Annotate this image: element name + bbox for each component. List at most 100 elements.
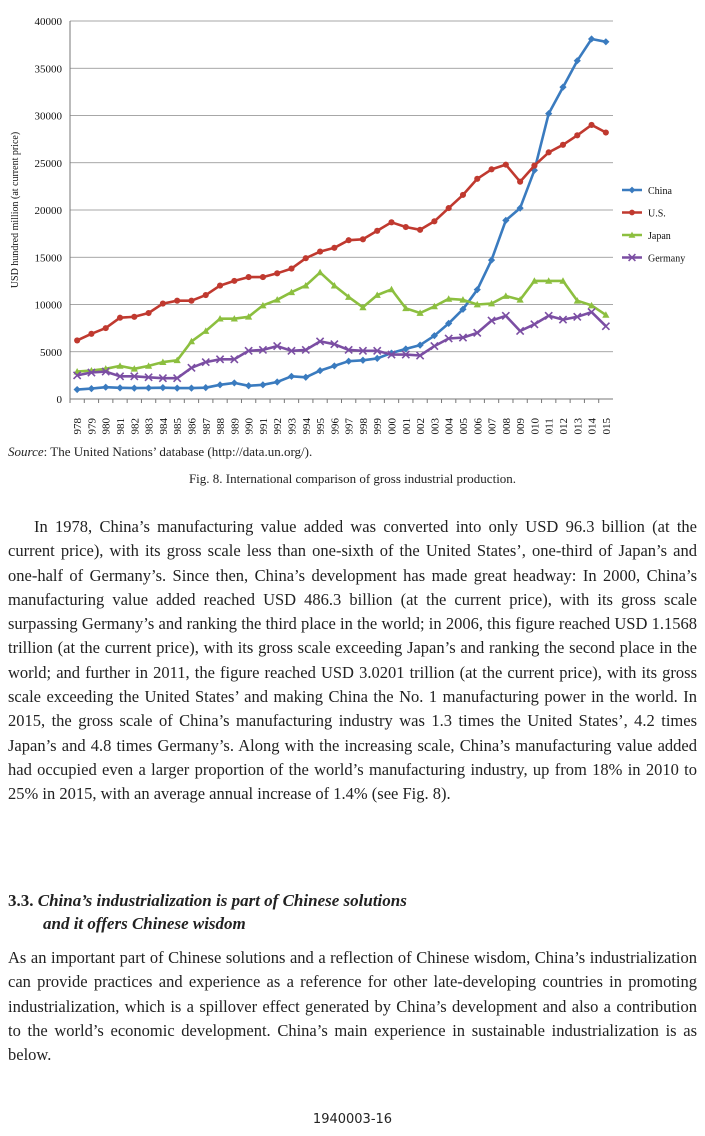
data-point	[516, 204, 524, 212]
data-point	[116, 314, 124, 321]
data-point	[628, 253, 636, 262]
series-japan	[73, 268, 610, 375]
data-point	[316, 367, 324, 375]
data-point	[87, 385, 96, 393]
data-point	[445, 295, 453, 302]
section-title-line-2: and it offers Chinese wisdom	[43, 914, 246, 933]
data-point	[287, 288, 296, 296]
x-tick-label: 2015	[601, 418, 613, 436]
data-point	[230, 355, 239, 364]
legend-label: China	[648, 186, 672, 197]
section-title-line-1: China’s industrialization is part of Chi…	[37, 891, 407, 910]
data-point	[545, 149, 552, 156]
x-tick-label: 1987	[201, 418, 213, 436]
data-point	[559, 83, 567, 91]
chart-series	[72, 35, 611, 394]
data-point	[358, 346, 368, 355]
data-point	[330, 340, 339, 349]
data-point	[430, 332, 438, 340]
x-tick-label: 1978	[72, 418, 84, 436]
data-point	[87, 368, 96, 377]
data-point	[145, 309, 152, 317]
data-point	[373, 291, 381, 298]
x-tick-label: 1986	[186, 418, 198, 436]
x-tick-label: 2004	[444, 418, 456, 436]
data-point	[374, 227, 381, 234]
data-point	[417, 226, 424, 233]
data-point	[187, 384, 196, 392]
data-point	[487, 256, 496, 264]
legend-item: China	[622, 186, 672, 197]
data-point	[201, 357, 210, 367]
data-point	[587, 307, 596, 317]
page-number: 1940003-16	[312, 1112, 393, 1127]
legend-item: U.S.	[622, 209, 666, 220]
data-point	[387, 285, 396, 293]
data-point	[602, 129, 609, 136]
data-point	[259, 274, 266, 281]
data-point	[302, 373, 310, 381]
x-tick-label: 1984	[158, 418, 170, 436]
data-point	[317, 248, 324, 255]
data-point	[559, 277, 567, 284]
data-point	[302, 282, 310, 289]
data-point	[359, 303, 367, 311]
y-tick-label: 25000	[35, 158, 63, 170]
data-point	[174, 297, 181, 304]
x-tick-label: 1988	[215, 418, 227, 436]
data-point	[72, 371, 82, 380]
data-point	[602, 311, 610, 318]
data-point	[273, 341, 282, 351]
x-tick-label: 1994	[301, 418, 313, 436]
data-point	[287, 346, 296, 355]
data-point	[116, 384, 124, 392]
data-point	[473, 328, 482, 338]
data-point	[88, 330, 95, 337]
data-point	[102, 325, 109, 332]
series-line	[77, 271, 607, 373]
x-tick-label: 1979	[86, 418, 98, 436]
data-point	[74, 337, 81, 344]
data-point	[144, 373, 153, 382]
data-point	[130, 384, 138, 392]
data-point	[101, 367, 110, 376]
data-point	[517, 178, 524, 185]
data-point	[430, 302, 438, 310]
data-point	[628, 231, 636, 238]
y-tick-label: 20000	[35, 205, 63, 217]
x-tick-label: 2006	[472, 418, 484, 436]
data-point	[558, 315, 568, 324]
data-point	[531, 162, 538, 169]
legend-label: Germany	[648, 254, 685, 265]
data-point	[474, 175, 481, 182]
data-point	[587, 301, 596, 309]
data-point	[288, 265, 295, 272]
data-point	[245, 313, 253, 320]
chart-gridlines	[70, 20, 613, 353]
legend-item: Japan	[622, 231, 671, 242]
y-tick-label: 15000	[35, 252, 63, 264]
x-tick-label: 1989	[229, 418, 241, 436]
data-point	[573, 297, 581, 304]
series-line	[77, 37, 607, 391]
data-point	[202, 291, 209, 299]
y-tick-label: 10000	[35, 300, 63, 312]
data-point	[159, 358, 167, 366]
data-point	[401, 350, 410, 359]
data-point	[115, 372, 125, 381]
figure-caption: Fig. 8. International comparison of gros…	[188, 471, 517, 486]
data-point	[144, 384, 153, 392]
data-point	[359, 236, 366, 243]
x-tick-label: 1991	[258, 418, 270, 435]
data-point	[388, 219, 395, 226]
data-point	[131, 313, 138, 320]
legend-item: Germany	[622, 254, 685, 265]
data-point	[444, 334, 453, 343]
data-point	[588, 121, 595, 129]
data-point	[602, 38, 610, 46]
data-point	[473, 300, 481, 308]
x-tick-label: 2007	[487, 417, 499, 435]
data-point	[73, 385, 81, 394]
x-tick-label: 1997	[344, 418, 356, 436]
data-point	[416, 309, 424, 316]
